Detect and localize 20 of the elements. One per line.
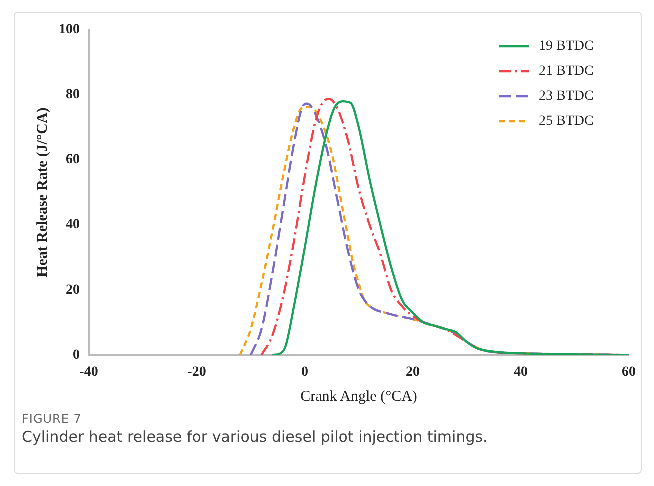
x-tick-label: 40 xyxy=(514,365,528,380)
x-tick-label: 20 xyxy=(406,365,420,380)
legend-label: 21 BTDC xyxy=(539,64,594,80)
x-axis-title: Crank Angle (°CA) xyxy=(300,388,418,405)
y-tick-label: 100 xyxy=(59,22,80,38)
x-tick-label: 60 xyxy=(622,365,636,380)
caption: FIGURE 7 xyxy=(22,412,83,426)
text: Cylinder heat release for various diesel pilot injection timings. xyxy=(22,428,488,446)
x-tick-label: -20 xyxy=(188,365,206,380)
legend-label: 25 BTDC xyxy=(539,114,594,130)
y-tick-label: 40 xyxy=(66,218,80,233)
y-tick-label: 60 xyxy=(66,152,80,168)
x-tick-label: 0 xyxy=(302,365,308,380)
y-tick-label: 80 xyxy=(66,88,80,103)
x-tick-label: -40 xyxy=(80,365,98,380)
y-tick-label: 0 xyxy=(73,348,80,363)
legend-label: 19 BTDC xyxy=(539,39,594,54)
legend-label: 23 BTDC xyxy=(539,89,594,104)
y-axis-title: Heat Release Rate (J/°CA) xyxy=(34,108,51,278)
y-tick-label: 20 xyxy=(66,282,80,298)
